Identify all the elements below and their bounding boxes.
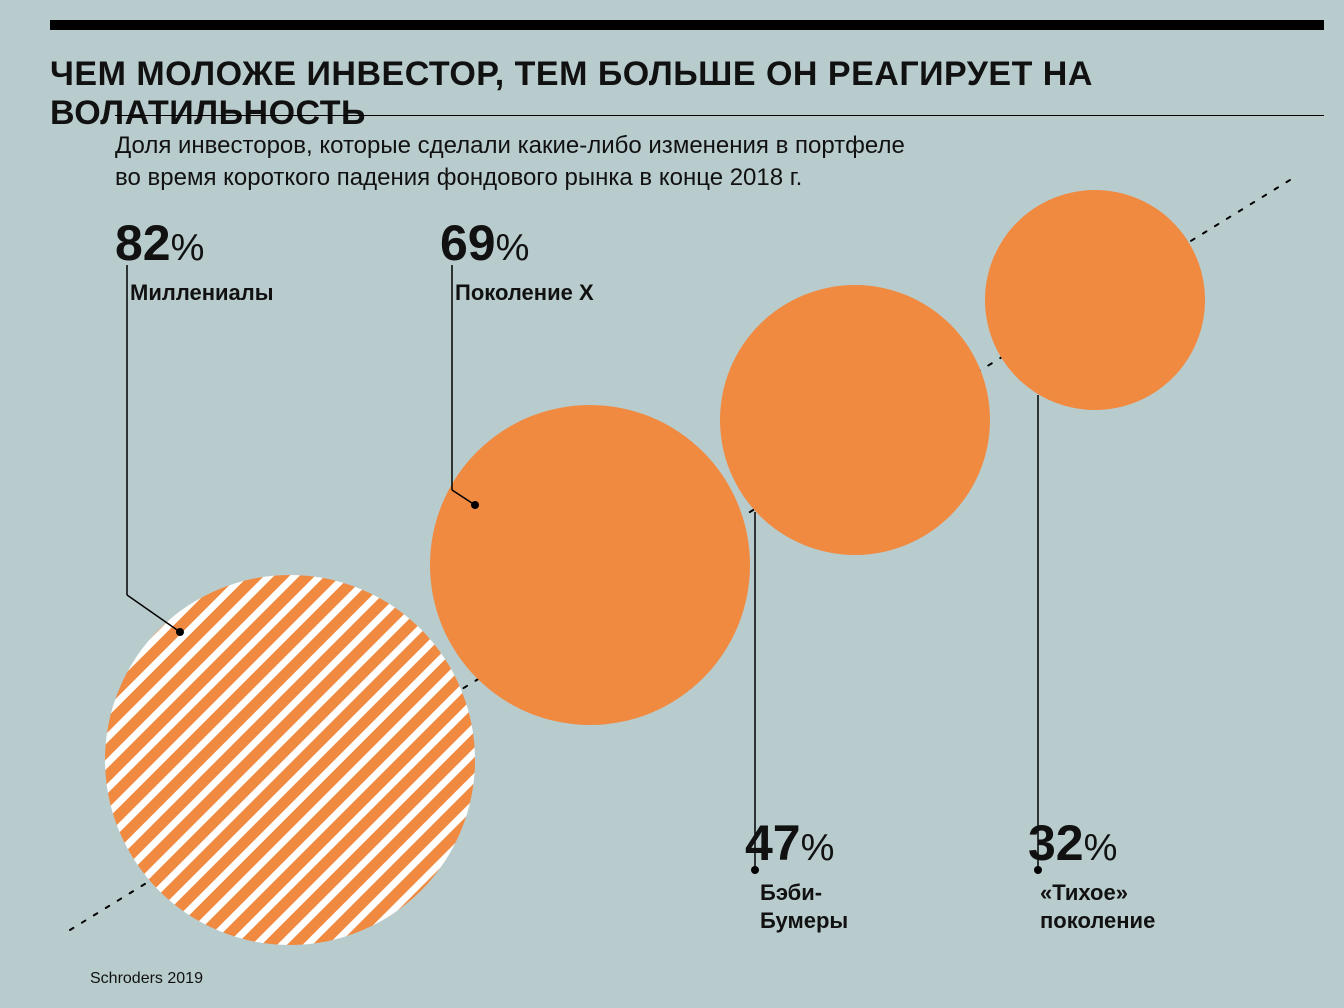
label-boomers: Бумеры bbox=[760, 908, 848, 933]
bubble-genx bbox=[430, 405, 750, 725]
leader-dot-genx bbox=[471, 501, 479, 509]
leader-dot-millennials bbox=[176, 628, 184, 636]
label-millennials: Миллениалы bbox=[130, 280, 274, 305]
bubble-chart: 82% Миллениалы 69% Поколение X 47% Бэби- Бумер… bbox=[0, 0, 1344, 1008]
label-boomers: Бэби- bbox=[760, 880, 822, 905]
label-silent: поколение bbox=[1040, 908, 1155, 933]
bubble-silent bbox=[985, 190, 1205, 410]
percent-silent: 32% bbox=[1028, 815, 1117, 871]
infographic-page: ЧЕМ МОЛОЖЕ ИНВЕСТОР, ТЕМ БОЛЬШЕ ОН РЕАГИ… bbox=[0, 0, 1344, 1008]
label-genx: Поколение X bbox=[455, 280, 594, 305]
bubble-millennials bbox=[105, 575, 475, 945]
percent-boomers: 47% bbox=[745, 815, 834, 871]
bubble-boomers bbox=[720, 285, 990, 555]
leader-millennials bbox=[127, 595, 180, 632]
percent-millennials: 82% bbox=[115, 215, 204, 271]
label-silent: «Тихое» bbox=[1040, 880, 1128, 905]
source-note: Schroders 2019 bbox=[90, 970, 203, 988]
percent-genx: 69% bbox=[440, 215, 529, 271]
